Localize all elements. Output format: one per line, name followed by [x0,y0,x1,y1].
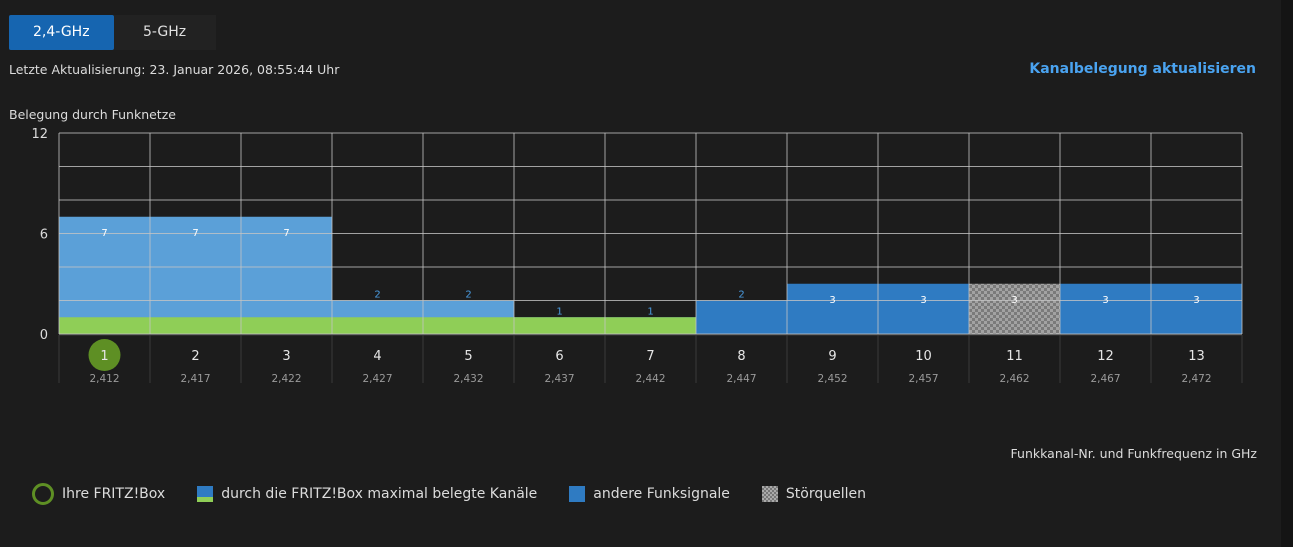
bar-channel-10 [878,283,969,334]
value-label: 3 [829,295,835,306]
channel-tick-label: 11 [1006,349,1023,364]
legend-item-other-signals: andere Funksignale [569,486,730,502]
frequency-tick-label: 2,422 [271,373,301,385]
frequency-tick-label: 2,447 [726,373,756,385]
channel-tick-label: 13 [1188,349,1205,364]
value-label: 7 [192,228,198,239]
value-label: 7 [283,228,289,239]
frequency-tick-label: 2,442 [635,373,665,385]
frequency-tick-label: 2,452 [817,373,847,385]
blue-green-swatch-icon [197,486,214,502]
bar-channel-12 [1060,283,1151,334]
legend-item-fritzbox: Ihre FRITZ!Box [32,483,165,505]
bar-channel-8 [696,300,787,334]
bar-channel-13 [1151,283,1242,334]
frequency-tick-label: 2,462 [999,373,1029,385]
value-label: 3 [1193,295,1199,306]
channel-tick-label: 7 [646,349,654,364]
frequency-tick-label: 2,467 [1090,373,1120,385]
tab-5-ghz[interactable]: 5-GHz [113,15,216,50]
frequency-tick-label: 2,437 [544,373,574,385]
y-tick-label: 6 [40,228,48,243]
x-axis-title: Funkkanal-Nr. und Funkfrequenz in GHz [1010,446,1257,461]
channel-tick-label: 12 [1097,349,1114,364]
value-label: 2 [374,290,380,301]
frequency-tick-label: 2,472 [1181,373,1211,385]
channel-tick-label: 5 [464,349,472,364]
last-update-text: Letzte Aktualisierung: 23. Januar 2026, … [9,62,340,77]
frequency-tick-label: 2,427 [362,373,392,385]
channel-tick-label: 1 [100,349,108,364]
frequency-tick-label: 2,457 [908,373,938,385]
right-edge [1281,0,1293,547]
legend-item-interference: Störquellen [761,486,867,502]
frequency-tick-label: 2,432 [453,373,483,385]
value-label: 2 [465,290,471,301]
legend-item-max-channels: durch die FRITZ!Box maximal belegte Kanä… [197,486,537,502]
y-axis-title: Belegung durch Funknetze [9,107,176,122]
y-tick-label: 0 [40,328,48,343]
y-tick-label: 12 [31,127,48,142]
legend-label: Ihre FRITZ!Box [62,486,166,502]
value-label: 7 [101,228,107,239]
frequency-tick-label: 2,412 [89,373,119,385]
bar-channel-1 [59,216,150,334]
blue-swatch-icon [569,486,586,502]
value-label: 1 [556,306,562,317]
legend-label: andere Funksignale [593,486,730,502]
fritzbox-band [59,317,696,334]
band-tabs: 2,4-GHz 5-GHz [9,15,216,50]
channel-tick-label: 8 [737,349,745,364]
value-label: 3 [920,295,926,306]
value-label: 3 [1011,295,1017,306]
legend-label: Störquellen [785,486,867,502]
bar-channel-11 [969,283,1060,334]
tab-2-4-ghz[interactable]: 2,4-GHz [9,15,114,50]
value-label: 1 [647,306,653,317]
channel-tick-label: 9 [828,349,836,364]
value-label: 3 [1102,295,1108,306]
channel-tick-label: 4 [373,349,381,364]
bar-channel-3 [241,216,332,334]
frequency-tick-label: 2,417 [180,373,210,385]
channel-tick-label: 3 [282,349,290,364]
channel-tick-label: 2 [191,349,199,364]
checkered-swatch-icon [761,486,778,502]
legend-label: durch die FRITZ!Box maximal belegte Kanä… [221,486,538,502]
bar-channel-2 [150,216,241,334]
value-label: 2 [738,290,744,301]
channel-tick-label: 10 [915,349,932,364]
channel-tick-label: 6 [555,349,563,364]
ring-icon [32,483,54,505]
legend: Ihre FRITZ!Box durch die FRITZ!Box maxim… [32,483,898,505]
fritzbox-channel-marker [88,339,121,371]
refresh-channel-link[interactable]: Kanalbelegung aktualisieren [1029,61,1256,77]
bar-channel-9 [787,283,878,334]
